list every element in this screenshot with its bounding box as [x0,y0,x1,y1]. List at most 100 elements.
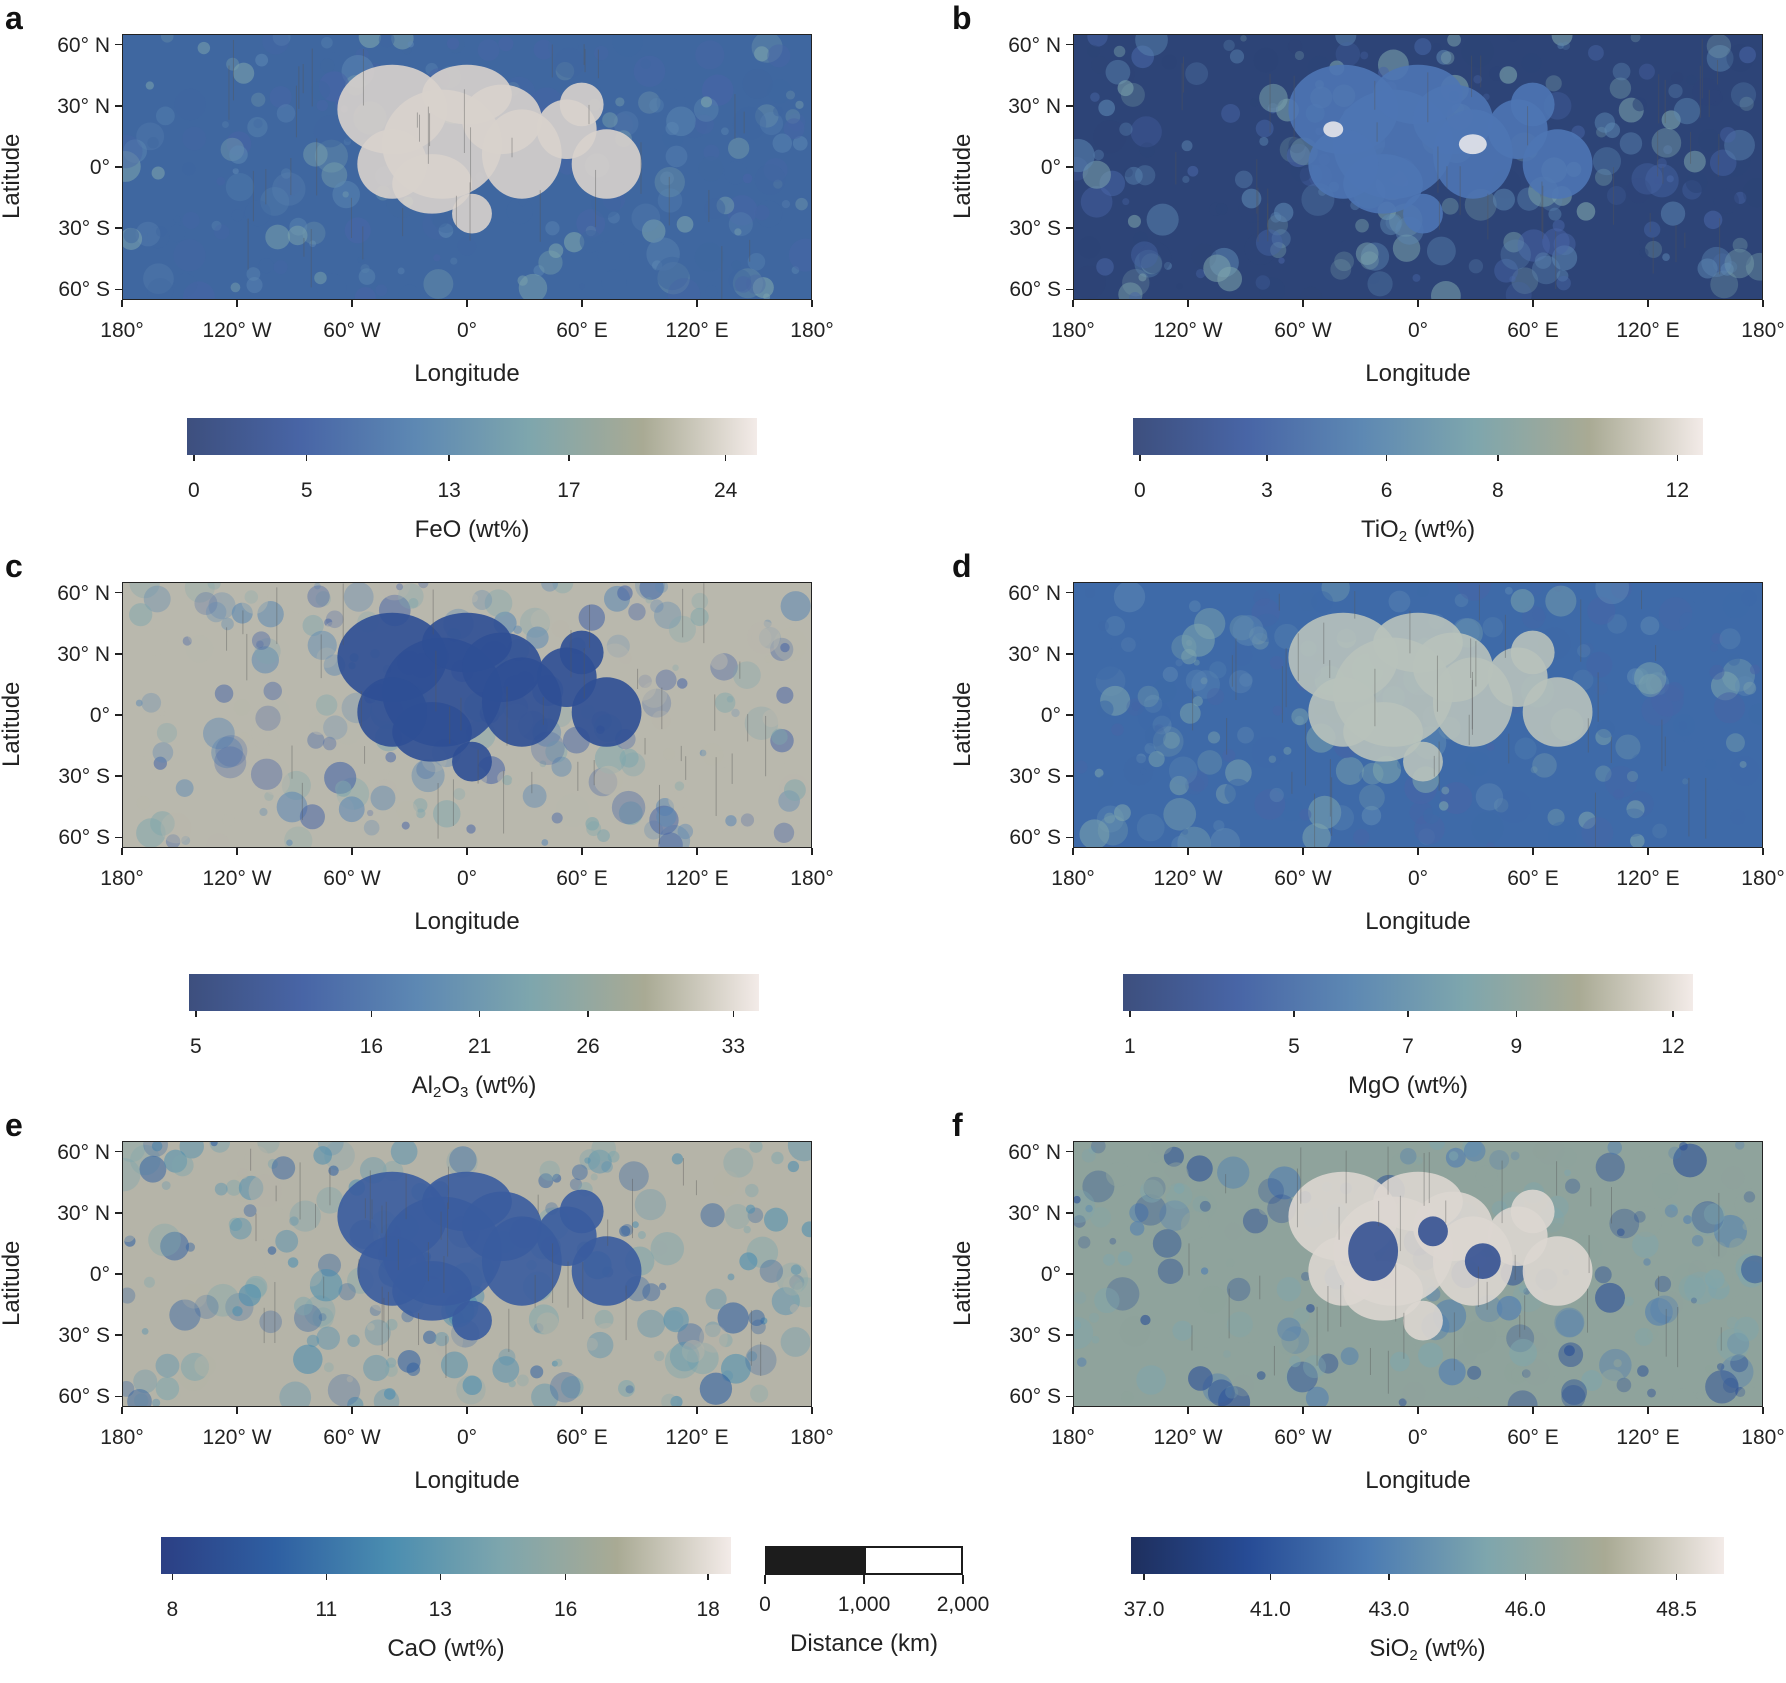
lon-tick [121,300,123,307]
terrain-texture [712,750,731,769]
terrain-texture [1140,253,1163,275]
terrain-texture [1294,50,1305,61]
terrain-texture [788,238,811,272]
terrain-texture [1126,629,1142,644]
terrain-texture [1162,731,1180,749]
terrain-texture [1441,786,1450,795]
terrain-texture [733,661,761,689]
terrain-texture [1630,1206,1662,1238]
terrain-texture [367,1323,375,1331]
terrain-texture [1209,202,1223,216]
terrain-texture [555,61,575,81]
terrain-texture [1082,1170,1115,1203]
terrain-texture [1200,1267,1209,1275]
lat-tick-label: 60° S [58,278,110,302]
terrain-texture [332,180,360,209]
terrain-texture [366,809,374,817]
terrain-texture [1644,240,1663,259]
terrain-texture [286,588,312,614]
terrain-texture [1712,35,1726,42]
terrain-texture [1671,1388,1697,1406]
lon-tick [121,848,123,855]
terrain-texture [416,1340,423,1348]
terrain-texture [1664,681,1685,702]
terrain-texture [136,122,165,151]
lon-tick [1532,848,1534,855]
terrain-texture [129,583,160,599]
terrain-texture [1335,756,1365,786]
terrain-texture [396,800,418,822]
terrain-texture [415,808,426,819]
colorbar-tick-label: 1 [1123,1035,1136,1058]
terrain-texture [1203,254,1231,282]
terrain-texture [727,137,750,159]
terrain-texture [1217,1156,1250,1189]
terrain-texture [1117,80,1134,97]
terrain-texture [545,221,560,236]
terrain-texture [1179,703,1201,724]
terrain-texture [628,603,646,621]
terrain-texture [801,1221,811,1238]
terrain-texture [517,275,528,286]
terrain-texture [691,592,709,610]
y-axis-title: Latitude [949,133,976,219]
terrain-texture [1096,700,1114,718]
terrain-texture [1626,178,1652,204]
terrain-texture [1743,1191,1756,1203]
terrain-texture [1232,1374,1254,1397]
terrain-texture [175,779,194,797]
maria-region [1522,129,1593,199]
terrain-texture [233,62,255,84]
scale-bar-label: 2,000 [936,1593,990,1616]
terrain-texture [167,224,186,243]
terrain-texture [751,35,783,63]
lat-tick [1066,227,1073,229]
terrain-texture [1545,75,1562,92]
terrain-texture [1140,1314,1151,1326]
terrain-texture [1194,1321,1221,1348]
terrain-texture [1181,648,1197,665]
terrain-texture [1666,175,1674,183]
terrain-texture [1718,144,1751,177]
terrain-texture [558,157,576,175]
terrain-texture [1483,93,1490,101]
terrain-texture [390,1142,418,1165]
terrain-texture [247,117,268,138]
terrain-texture [1286,1361,1318,1393]
terrain-texture [244,590,259,604]
terrain-texture [1517,229,1551,262]
title-text: CaO [387,1635,437,1662]
terrain-texture [1637,1365,1649,1377]
terrain-texture [1709,149,1737,177]
terrain-texture [1725,261,1738,273]
terrain-texture [651,710,671,730]
terrain-texture [654,166,685,198]
terrain-texture [434,1331,450,1347]
terrain-texture [1232,615,1264,646]
lat-tick [1066,288,1073,291]
terrain-texture [1609,1208,1640,1239]
terrain-texture [1630,35,1641,43]
terrain-texture [273,260,288,275]
terrain-texture [1414,1156,1423,1165]
terrain-texture [619,748,639,768]
lat-tick [1066,1150,1073,1153]
colorbar-tick [724,455,727,461]
terrain-texture [1661,669,1668,676]
lon-tick-label: 180° [100,319,144,342]
terrain-texture [303,1295,336,1327]
terrain-texture [508,1379,516,1388]
terrain-texture [1136,1365,1166,1395]
terrain-texture [1493,798,1509,813]
terrain-texture [1647,1328,1659,1340]
colorbar-tick-label: 13 [437,479,461,502]
terrain-texture [746,1351,758,1362]
terrain-texture [397,583,424,609]
lon-tick [581,848,583,855]
terrain-texture [649,98,664,113]
terrain-texture [347,1396,364,1406]
colorbar-tick-label: 9 [1510,1035,1523,1058]
colorbar-tick-label: 12 [1665,479,1690,502]
terrain-texture [1175,659,1183,667]
terrain-texture [1231,644,1253,666]
